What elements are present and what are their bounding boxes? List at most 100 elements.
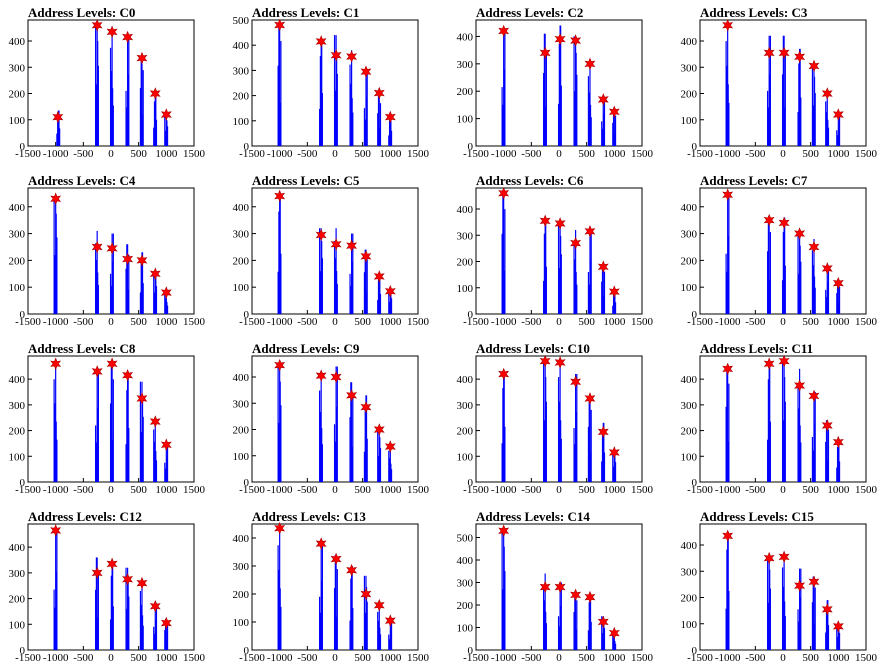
- level-marker: [584, 590, 596, 604]
- chart-13: Address Levels: C13 0 100 200 300 400 -1500 -10…: [233, 509, 430, 664]
- y-tick-label: 200: [457, 257, 474, 269]
- x-tick-label: -1000: [43, 652, 69, 664]
- x-tick-label: -500: [521, 316, 542, 328]
- x-tick-label: 0: [780, 484, 786, 496]
- y-tick-label: 100: [457, 114, 474, 126]
- level-marker: [498, 187, 510, 200]
- level-marker: [346, 563, 358, 577]
- x-tick-label: 500: [578, 484, 595, 496]
- level-marker: [346, 239, 358, 252]
- y-tick-label: 100: [681, 451, 698, 463]
- x-tick-label: -500: [73, 148, 94, 160]
- level-marker: [160, 438, 172, 451]
- level-marker: [832, 620, 844, 633]
- y-tick-label: 100: [9, 115, 26, 127]
- level-marker: [50, 192, 62, 205]
- level-marker: [832, 435, 844, 449]
- y-tick-label: 100: [233, 282, 250, 294]
- level-marker: [498, 367, 510, 381]
- x-tick-label: 0: [332, 484, 338, 496]
- level-marker: [778, 354, 790, 368]
- y-tick-label: 200: [457, 86, 474, 98]
- x-tick-label: -1500: [239, 148, 265, 160]
- x-tick-label: -1000: [491, 148, 517, 160]
- x-tick-label: 1500: [631, 148, 654, 160]
- y-tick-label: 500: [233, 15, 250, 27]
- x-tick-label: -1500: [15, 316, 41, 328]
- y-tick-label: 400: [681, 202, 698, 214]
- x-tick-label: 0: [780, 148, 786, 160]
- x-tick-label: -500: [297, 484, 318, 496]
- x-tick-label: 1500: [407, 652, 430, 664]
- x-tick-label: 1500: [407, 316, 430, 328]
- x-tick-label: -500: [297, 652, 318, 664]
- level-marker: [373, 270, 385, 283]
- x-tick-label: 1500: [183, 652, 206, 664]
- x-tick-label: 1000: [155, 316, 178, 328]
- level-marker: [821, 262, 833, 275]
- y-tick-label: 400: [681, 36, 698, 48]
- x-tick-label: 1500: [855, 484, 878, 496]
- level-marker: [136, 254, 148, 267]
- x-tick-label: 1500: [183, 316, 206, 328]
- x-tick-label: 1500: [407, 148, 430, 160]
- level-marker: [794, 227, 806, 240]
- x-tick-label: -1000: [491, 316, 517, 328]
- level-marker: [149, 267, 161, 281]
- level-marker: [330, 238, 342, 251]
- level-marker: [821, 602, 833, 616]
- x-tick-label: 1000: [827, 316, 850, 328]
- x-tick-label: 500: [802, 652, 819, 664]
- x-tick-label: 0: [556, 484, 562, 496]
- chart-title: Address Levels: C13: [252, 509, 366, 524]
- x-tick-label: -500: [745, 484, 766, 496]
- x-tick-label: 500: [802, 484, 819, 496]
- x-tick-label: -1500: [15, 652, 41, 664]
- x-tick-label: 500: [354, 316, 371, 328]
- x-tick-label: 500: [802, 148, 819, 160]
- level-marker: [106, 25, 118, 39]
- y-tick-label: 100: [233, 451, 250, 463]
- level-marker: [832, 276, 844, 290]
- y-tick-label: 500: [457, 533, 474, 545]
- level-marker: [106, 241, 118, 255]
- y-tick-label: 300: [457, 59, 474, 71]
- x-tick-label: 1000: [603, 652, 626, 664]
- chart-5: Address Levels: C5 0 100 200 300 400 -1500 -100…: [233, 173, 430, 328]
- x-tick-label: 1000: [379, 148, 402, 160]
- y-tick-label: 400: [457, 374, 474, 386]
- x-tick-label: -1000: [43, 316, 69, 328]
- level-marker: [91, 19, 103, 32]
- level-marker: [821, 87, 833, 100]
- x-tick-label: 500: [354, 652, 371, 664]
- level-marker: [122, 369, 134, 382]
- x-tick-label: 500: [578, 148, 595, 160]
- level-marker: [794, 50, 806, 64]
- chart-title: Address Levels: C9: [252, 341, 360, 356]
- x-tick-label: -500: [73, 652, 94, 664]
- level-marker: [330, 552, 342, 566]
- level-marker: [136, 51, 148, 65]
- y-tick-label: 0: [244, 645, 250, 657]
- y-tick-label: 400: [457, 555, 474, 567]
- y-tick-label: 300: [9, 62, 26, 74]
- y-tick-label: 200: [681, 89, 698, 101]
- chart-title: Address Levels: C5: [252, 173, 360, 188]
- x-tick-label: 500: [130, 652, 147, 664]
- y-tick-label: 0: [244, 141, 250, 153]
- x-tick-label: 1500: [183, 484, 206, 496]
- x-tick-label: -500: [745, 148, 766, 160]
- y-tick-label: 0: [692, 309, 698, 321]
- y-tick-label: 0: [692, 141, 698, 153]
- level-marker: [608, 626, 620, 640]
- x-tick-label: -500: [745, 316, 766, 328]
- y-tick-label: 200: [233, 255, 250, 267]
- y-tick-label: 200: [681, 426, 698, 438]
- y-tick-label: 300: [457, 400, 474, 412]
- y-tick-label: 200: [457, 600, 474, 612]
- chart-title: Address Levels: C7: [700, 173, 808, 188]
- level-marker: [794, 579, 806, 593]
- x-tick-label: -1000: [491, 652, 517, 664]
- level-marker: [91, 566, 103, 580]
- x-tick-label: 0: [780, 652, 786, 664]
